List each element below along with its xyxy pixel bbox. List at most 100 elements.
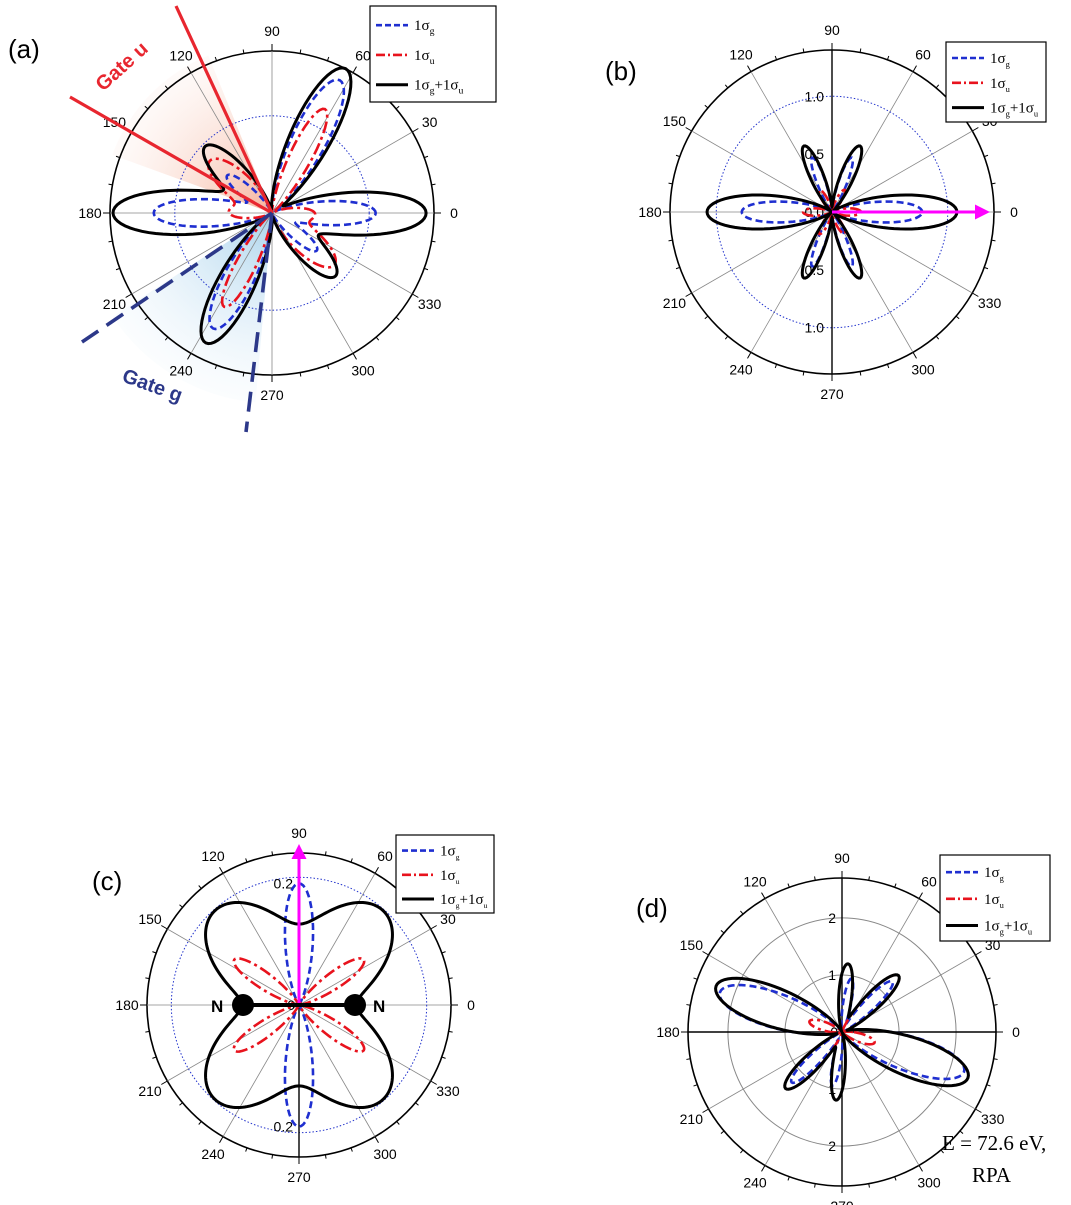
polar-tick xyxy=(430,925,437,930)
angle-tick-label: 330 xyxy=(981,1111,1005,1127)
angle-tick-label: 60 xyxy=(377,848,393,864)
polar-tick xyxy=(668,239,673,242)
polar-tick xyxy=(187,66,192,73)
polar-tick xyxy=(299,49,302,54)
legend-entry-solid: 1σg+1σu xyxy=(990,101,1039,119)
polar-tick xyxy=(115,155,120,159)
polar-tick xyxy=(350,858,353,863)
polar-tick xyxy=(198,1121,202,1125)
series-dashdot-curve xyxy=(207,107,337,309)
polar-tick xyxy=(675,154,680,158)
series-dashed-curve xyxy=(740,156,924,268)
gate-g-line xyxy=(80,211,274,344)
legend-subscript: u xyxy=(459,86,464,97)
legend-entry-dashdot: 1σu xyxy=(440,868,460,886)
angle-tick-label: 270 xyxy=(820,386,844,402)
polar-chart-d: 0306090120150180210240270300330012121σg1… xyxy=(656,850,1051,1205)
polar-tick xyxy=(975,1108,982,1113)
legend-plus: +1σ xyxy=(434,78,458,94)
polar-tick xyxy=(702,951,709,956)
polar-tick xyxy=(918,1165,923,1172)
polar-tick xyxy=(894,1176,897,1181)
angle-tick-label: 330 xyxy=(418,296,442,312)
polar-tick xyxy=(424,267,429,271)
atom-label-left: N xyxy=(211,997,223,1016)
polar-tick xyxy=(940,1149,944,1154)
gate-u-label: Gate u xyxy=(92,38,153,96)
legend-subscript: g xyxy=(430,26,435,37)
polar-tick xyxy=(145,977,150,980)
gate-u-shading xyxy=(112,55,272,213)
polar-tick xyxy=(675,266,680,270)
polar-spoke xyxy=(831,211,914,353)
legend-subscript: g xyxy=(1000,927,1005,937)
polar-tick xyxy=(214,56,218,61)
polar-tick xyxy=(802,48,805,53)
polar-tick xyxy=(219,1136,224,1143)
polar-spoke xyxy=(167,1004,300,1082)
polar-tick xyxy=(685,127,692,132)
legend-subscript: g xyxy=(456,853,460,862)
polar-tick xyxy=(740,910,744,915)
polar-tick xyxy=(164,85,169,90)
reference-circle xyxy=(174,115,370,311)
angle-tick-label: 300 xyxy=(911,362,935,378)
polar-spoke xyxy=(298,1004,431,1082)
angle-tick-label: 60 xyxy=(921,873,937,889)
polar-tick xyxy=(991,182,996,185)
angle-tick-label: 30 xyxy=(422,114,438,130)
polar-tick xyxy=(972,127,979,132)
angle-tick-label: 180 xyxy=(656,1024,680,1040)
polar-tick xyxy=(955,315,960,320)
angle-tick-label: 330 xyxy=(978,295,1002,311)
angle-tick-label: 210 xyxy=(103,296,127,312)
polar-tick xyxy=(152,951,157,954)
polar-tick xyxy=(161,1080,168,1085)
polar-tick xyxy=(993,1058,998,1060)
angle-tick-label: 210 xyxy=(663,295,687,311)
polar-tick xyxy=(761,892,766,899)
polar-tick xyxy=(448,1030,453,1033)
polar-spoke xyxy=(841,1031,976,1110)
radial-tick-label: 2 xyxy=(828,1138,836,1154)
polar-tick xyxy=(374,1136,379,1143)
legend-entry-dashdot: 1σu xyxy=(984,892,1005,910)
polar-tick xyxy=(412,293,419,298)
polar-tick xyxy=(724,84,729,89)
polar-spoke xyxy=(841,1031,920,1166)
polar-tick xyxy=(740,1149,744,1154)
legend-entry-solid: 1σg+1σu xyxy=(984,919,1033,937)
legend-subscript: g xyxy=(456,901,460,910)
polar-spoke xyxy=(222,873,300,1006)
polar-tick xyxy=(912,352,917,359)
polar-tick xyxy=(125,293,132,298)
polar-tick xyxy=(441,951,446,954)
polar-tick xyxy=(787,1176,790,1181)
polar-tick xyxy=(668,182,673,185)
polar-tick xyxy=(375,336,380,341)
legend-entry-dashdot: 1σu xyxy=(990,76,1011,94)
angle-tick-label: 0 xyxy=(467,997,475,1013)
series-solid-curve xyxy=(714,962,970,1102)
legend-plus: +1σ xyxy=(1010,101,1034,117)
legend-entry-dashed: 1σg xyxy=(984,865,1005,883)
angle-tick-label: 90 xyxy=(834,850,850,866)
polar-tick xyxy=(144,105,149,110)
polar-tick xyxy=(326,365,330,370)
angle-tick-label: 210 xyxy=(680,1111,704,1127)
polar-tick xyxy=(412,128,419,133)
polar-spoke xyxy=(831,211,973,294)
polar-tick xyxy=(324,851,327,856)
angle-tick-label: 90 xyxy=(824,22,840,38)
series-dashdot-curve xyxy=(801,188,863,236)
polar-spoke xyxy=(691,130,833,213)
polar-tick xyxy=(693,1084,698,1087)
polar-tick xyxy=(814,1183,816,1188)
angle-tick-label: 210 xyxy=(138,1083,162,1099)
angle-tick-label: 330 xyxy=(436,1083,460,1099)
series-solid-curve xyxy=(705,144,959,280)
legend-subscript: g xyxy=(1006,109,1011,119)
radial-tick-label: 0.2 xyxy=(274,875,294,891)
series-solid-curve xyxy=(111,66,428,346)
angle-tick-label: 0 xyxy=(450,205,458,221)
